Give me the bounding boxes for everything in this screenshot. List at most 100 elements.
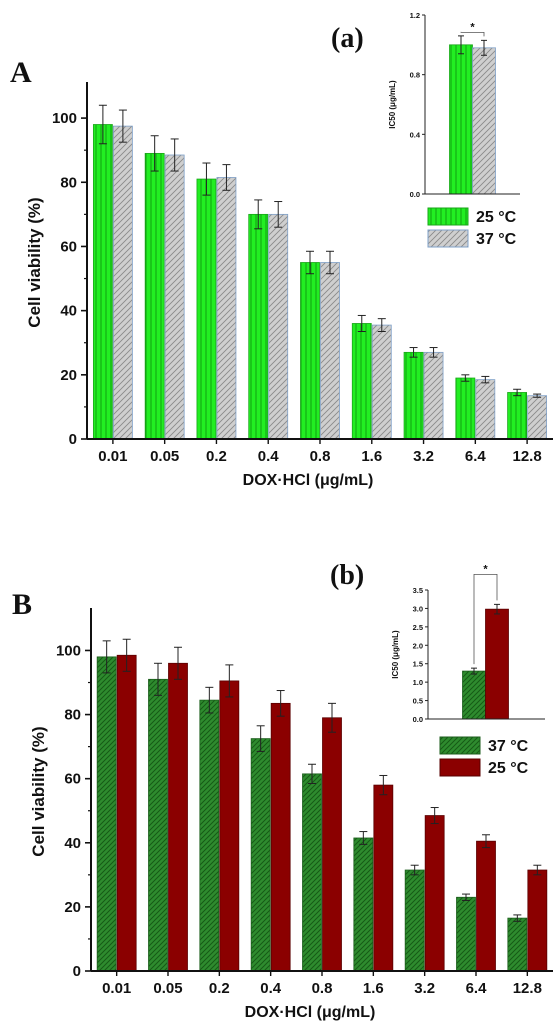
bar-s2 [268,213,289,440]
inset-y-tick-label: 0.4 [410,130,421,139]
inset-bar [449,44,473,195]
bar-s1 [148,678,168,972]
bar-s1 [144,152,165,440]
bar-s2 [423,351,444,440]
bar-s2 [219,680,240,972]
inset-y-tick-label: 0.8 [410,71,420,80]
x-tick-label: 0.8 [310,448,331,465]
x-tick-label: 0.4 [260,980,282,997]
bar-s1 [300,262,320,440]
y-tick-label: 0 [69,431,77,448]
bar-s1 [250,738,271,972]
significance-marker: * [483,563,488,575]
bar-s2 [476,840,496,972]
inset-panel-label: (a) [331,23,364,54]
significance-bracket [460,31,485,37]
y-tick-label: 40 [60,303,77,320]
inset-y-tick-label: 0.0 [410,190,420,199]
x-tick-label: 0.05 [150,448,179,465]
bar-s2 [373,784,394,972]
x-tick-label: 0.01 [98,448,127,465]
inset-y-tick-label: 2.0 [413,641,423,650]
x-tick-label: 0.05 [153,980,182,997]
bar-s1 [507,917,528,972]
x-axis-title: DOX·HCl (μg/mL) [245,1004,376,1021]
legend-swatch [427,229,469,248]
bar-s2 [527,869,548,972]
bar-s1 [96,656,117,972]
inset-y-tick-label: 3.0 [413,604,423,613]
bar-s1 [196,178,217,440]
y-tick-label: 80 [64,707,81,724]
bar-s1 [92,124,113,440]
panel-label: B [12,588,32,621]
x-tick-label: 3.2 [414,980,435,997]
y-tick-label: 100 [52,110,77,127]
x-tick-label: 0.2 [209,980,230,997]
inset-y-axis-title: IC50 (μg/mL) [391,630,400,679]
x-tick-label: 1.6 [363,980,384,997]
inset-bar [472,47,496,195]
x-tick-label: 1.6 [361,448,382,465]
bar-s1 [403,351,424,440]
x-tick-label: 3.2 [413,448,434,465]
x-tick-label: 0.2 [206,448,227,465]
inset-y-tick-label: 2.5 [413,623,423,632]
significance-bracket [473,573,498,665]
legend-label: 25 °C [488,760,529,777]
panel-label: A [10,56,32,89]
x-tick-label: 6.4 [465,448,487,465]
bar-s1 [199,699,220,972]
inset-y-tick-label: 0.5 [413,697,423,706]
bar-s2 [527,395,548,440]
inset-y-axis-title: IC50 (μg/mL) [388,80,397,129]
legend-label: 37 °C [476,231,517,248]
bar-s2 [270,702,291,972]
inset-bar [462,670,486,720]
bar-s2 [322,717,342,972]
bar-s1 [455,377,476,440]
legend-label: 37 °C [488,738,529,755]
x-tick-label: 0.4 [258,448,280,465]
bar-s2 [424,815,445,972]
y-tick-label: 0 [73,963,81,980]
legend-swatch [427,207,469,226]
inset-y-tick-label: 1.5 [413,660,423,669]
inset-y-tick-label: 3.5 [413,586,423,595]
inset-y-tick-label: 1.2 [410,11,420,20]
bar-s1 [353,837,374,972]
bar-s1 [507,392,528,440]
y-tick-label: 20 [64,899,81,916]
bar-s1 [248,213,269,440]
y-tick-label: 100 [56,642,81,659]
bar-s2 [116,654,137,972]
bar-s1 [302,773,322,972]
x-tick-label: 0.01 [102,980,131,997]
y-tick-label: 20 [60,367,77,384]
significance-marker: * [470,21,475,33]
y-axis-title: Cell viability (%) [29,726,48,856]
panel-a-chart: 0 20 40 60 80 100 0.01 0.05 0.2 0.4 0.8 1.6 3.2 6.4 12… [10,11,553,489]
panel-b-chart: 0 20 40 60 80 100 0.01 0.05 0.2 0.4 0.8 1.6 3.2 6.4 12… [12,560,553,1021]
bar-s2 [168,662,188,972]
y-axis-title: Cell viability (%) [25,197,44,327]
legend-swatch [439,758,481,777]
x-axis-title: DOX·HCl (μg/mL) [243,472,374,489]
bar-s1 [351,323,372,440]
y-tick-label: 60 [60,238,77,255]
x-tick-label: 6.4 [466,980,488,997]
bar-s2 [216,177,237,440]
bar-s1 [456,896,476,972]
inset-y-tick-label: 0.0 [413,715,423,724]
bar-s2 [320,262,340,440]
y-tick-label: 80 [60,174,77,191]
bar-s2 [371,324,392,440]
inset-panel-label: (b) [330,560,364,591]
legend-swatch [439,736,481,755]
x-tick-label: 12.8 [513,980,542,997]
inset-y-tick-label: 1.0 [413,678,423,687]
bar-s2 [475,379,496,440]
bar-s1 [404,869,425,972]
bar-s2 [164,154,185,440]
